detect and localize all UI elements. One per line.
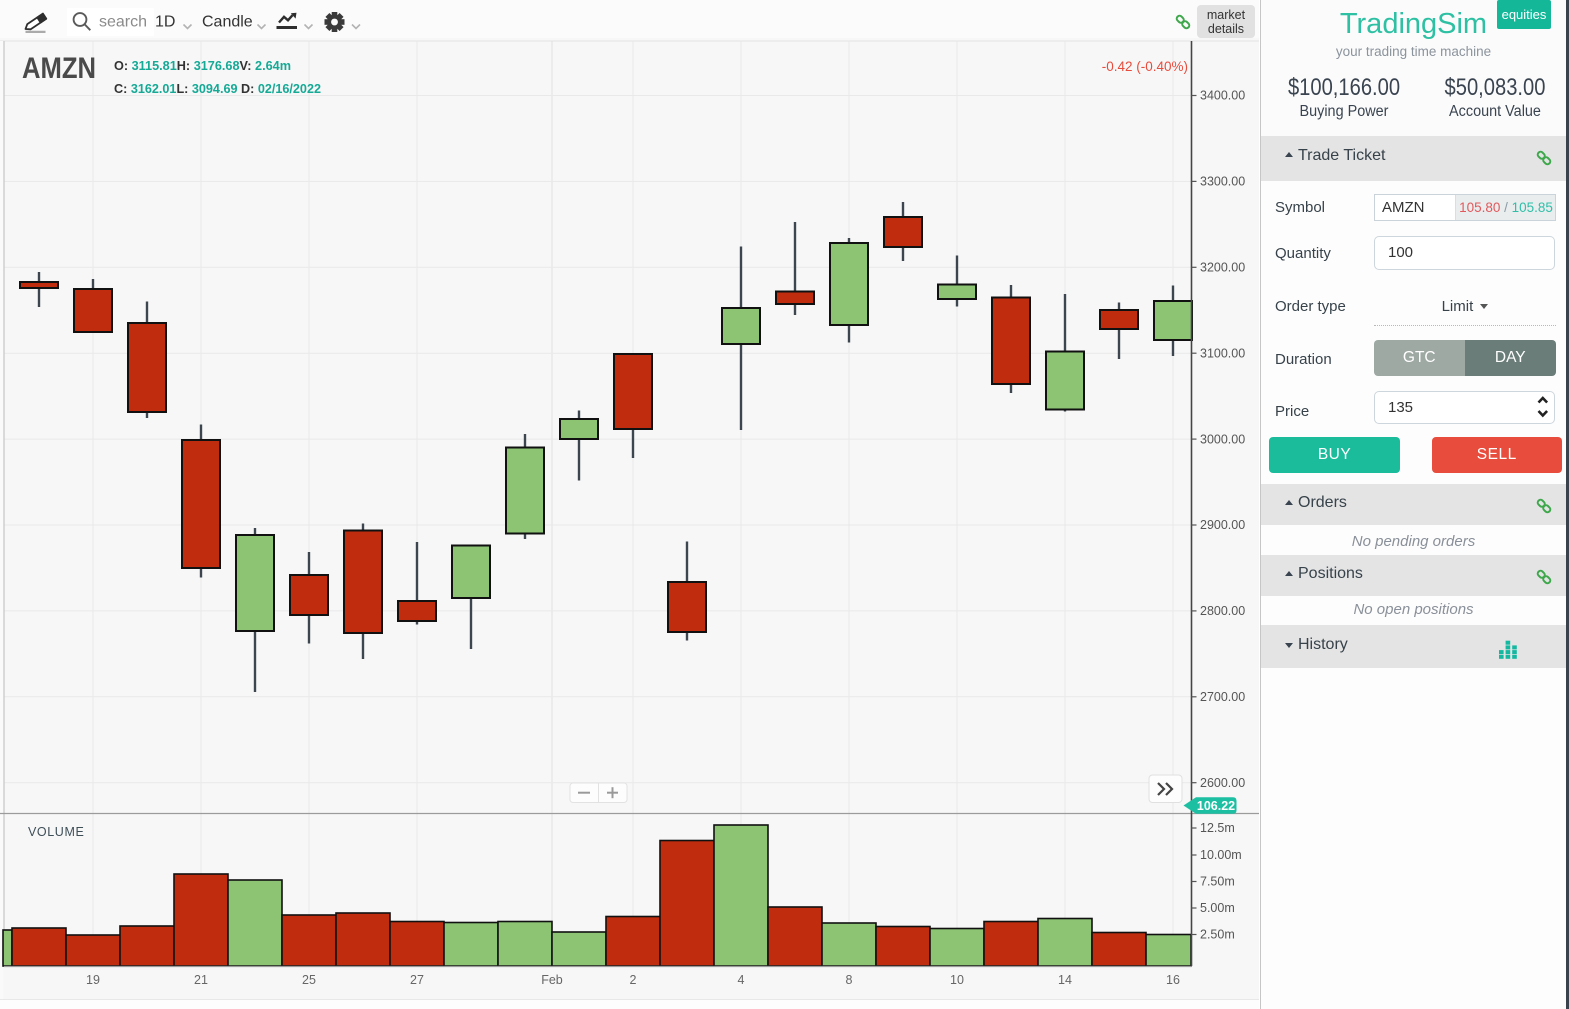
svg-text:details: details (1208, 22, 1244, 36)
svg-text:O: 3115.81H: 3176.68V: 2.64m: O: 3115.81H: 3176.68V: 2.64m (114, 58, 291, 73)
svg-text:2700.00: 2700.00 (1200, 690, 1245, 704)
svg-text:27: 27 (410, 973, 424, 987)
svg-text:8: 8 (846, 973, 853, 987)
svg-text:3400.00: 3400.00 (1200, 89, 1245, 103)
svg-text:2900.00: 2900.00 (1200, 518, 1245, 532)
svg-text:19: 19 (86, 973, 100, 987)
svg-text:Candle: Candle (202, 14, 253, 31)
svg-text:2600.00: 2600.00 (1200, 776, 1245, 790)
svg-text:3300.00: 3300.00 (1200, 175, 1245, 189)
svg-text:10.00m: 10.00m (1200, 848, 1242, 862)
svg-text:market: market (1207, 8, 1246, 22)
svg-text:14: 14 (1058, 973, 1072, 987)
svg-text:25: 25 (302, 973, 316, 987)
svg-text:1D: 1D (155, 14, 175, 31)
svg-text:search: search (99, 14, 147, 31)
svg-text:C: 3162.01L: 3094.69 D: 02/16/: C: 3162.01L: 3094.69 D: 02/16/2022 (114, 81, 321, 96)
svg-text:2.50m: 2.50m (1200, 928, 1235, 942)
svg-text:AMZN: AMZN (22, 52, 96, 85)
svg-text:3000.00: 3000.00 (1200, 432, 1245, 446)
svg-text:4: 4 (738, 973, 745, 987)
svg-text:106.22: 106.22 (1197, 799, 1235, 813)
svg-text:VOLUME: VOLUME (28, 825, 84, 839)
svg-text:5.00m: 5.00m (1200, 901, 1235, 915)
svg-text:21: 21 (194, 973, 208, 987)
svg-text:16: 16 (1166, 973, 1180, 987)
svg-text:2800.00: 2800.00 (1200, 604, 1245, 618)
svg-text:3100.00: 3100.00 (1200, 346, 1245, 360)
svg-text:12.5m: 12.5m (1200, 821, 1235, 835)
svg-text:2: 2 (630, 973, 637, 987)
svg-text:-0.42 (-0.40%): -0.42 (-0.40%) (1102, 59, 1188, 74)
svg-text:10: 10 (950, 973, 964, 987)
svg-text:7.50m: 7.50m (1200, 875, 1235, 889)
svg-text:3200.00: 3200.00 (1200, 261, 1245, 275)
svg-text:Feb: Feb (541, 973, 563, 987)
